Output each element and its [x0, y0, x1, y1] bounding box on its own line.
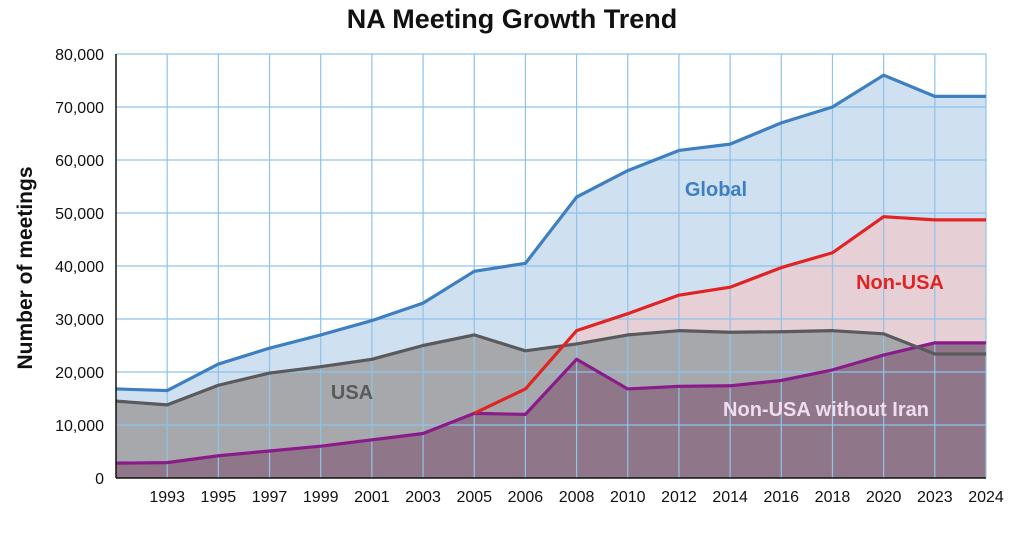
x-tick-label: 2018 [815, 489, 851, 506]
series-labels: Global Non-USA USA Non-USA without Iran [331, 179, 944, 421]
y-tick-label: 40,000 [55, 259, 104, 276]
chart-title: NA Meeting Growth Trend [346, 4, 678, 34]
x-tick-label: 2012 [661, 489, 697, 506]
series-line-non-usa-without-iran [115, 341, 986, 465]
y-tick-label: 80,000 [55, 47, 104, 64]
y-tick-label: 10,000 [55, 418, 104, 435]
series-label-non-usa: Non-USA [856, 272, 944, 294]
series-lines: Non-USA without Iran 1992: 2800Non-USA w… [115, 73, 987, 465]
x-tick-label: 2020 [866, 489, 902, 506]
y-tick-label: 20,000 [55, 365, 104, 382]
x-tick-label: 2014 [712, 489, 748, 506]
grid-lines [116, 53, 987, 478]
tick-labels: 0 10,000 20,000 30,000 40,000 50,000 60,000 70,… [55, 47, 1004, 506]
y-tick-label: 70,000 [55, 100, 104, 117]
series-label-global: Global [685, 179, 747, 201]
y-tick-label: 0 [95, 471, 104, 488]
x-tick-label: 1997 [252, 489, 288, 506]
x-tick-label: 1995 [201, 489, 237, 506]
x-tick-label: 2024 [968, 489, 1004, 506]
series-line-global [115, 73, 986, 393]
x-tick-label: 2005 [456, 489, 492, 506]
y-tick-label: 30,000 [55, 312, 104, 329]
y-tick-label: 50,000 [55, 206, 104, 223]
area-fill-3 [116, 342, 986, 478]
x-tick-label: 1999 [303, 489, 339, 506]
y-tick-label: 60,000 [55, 153, 104, 170]
x-tick-label: 2023 [917, 489, 953, 506]
x-tick-label: 2003 [405, 489, 441, 506]
x-tick-label: 2016 [763, 489, 799, 506]
series-label-non-usa-without-iran: Non-USA without Iran [723, 399, 929, 421]
x-tick-label: 2010 [610, 489, 646, 506]
series-label-usa: USA [331, 382, 373, 404]
x-tick-label: 2006 [508, 489, 544, 506]
x-tick-label: 2008 [559, 489, 595, 506]
x-tick-label: 1993 [149, 489, 185, 506]
axes [115, 54, 986, 479]
x-tick-label: 2001 [354, 489, 390, 506]
series-line-usa [115, 329, 986, 407]
